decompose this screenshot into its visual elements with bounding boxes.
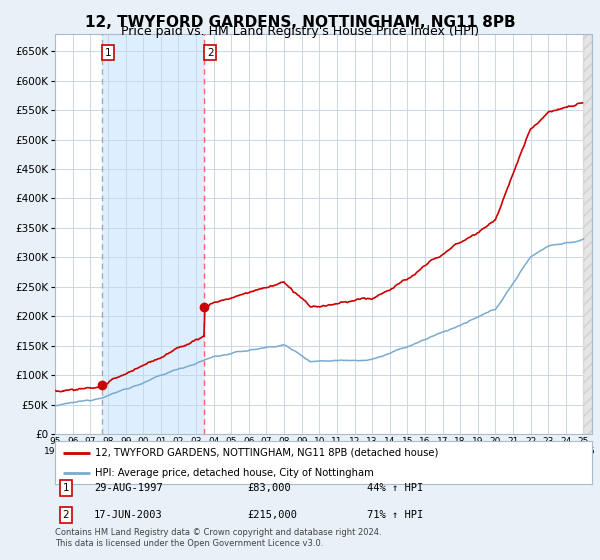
Text: 29-AUG-1997: 29-AUG-1997 xyxy=(94,483,163,493)
Text: 1: 1 xyxy=(62,483,70,493)
Text: HPI: Average price, detached house, City of Nottingham: HPI: Average price, detached house, City… xyxy=(95,468,374,478)
Bar xyxy=(583,34,592,434)
Text: 2: 2 xyxy=(62,510,70,520)
Text: 1: 1 xyxy=(104,48,111,58)
Text: Price paid vs. HM Land Registry's House Price Index (HPI): Price paid vs. HM Land Registry's House … xyxy=(121,25,479,38)
Text: 12, TWYFORD GARDENS, NOTTINGHAM, NG11 8PB: 12, TWYFORD GARDENS, NOTTINGHAM, NG11 8P… xyxy=(85,15,515,30)
Text: £83,000: £83,000 xyxy=(247,483,291,493)
Text: 2: 2 xyxy=(207,48,214,58)
Text: 44% ↑ HPI: 44% ↑ HPI xyxy=(367,483,424,493)
Text: 71% ↑ HPI: 71% ↑ HPI xyxy=(367,510,424,520)
Bar xyxy=(583,34,592,434)
Bar xyxy=(102,34,204,434)
Text: 17-JUN-2003: 17-JUN-2003 xyxy=(94,510,163,520)
Text: 12, TWYFORD GARDENS, NOTTINGHAM, NG11 8PB (detached house): 12, TWYFORD GARDENS, NOTTINGHAM, NG11 8P… xyxy=(95,447,439,458)
Text: Contains HM Land Registry data © Crown copyright and database right 2024.
This d: Contains HM Land Registry data © Crown c… xyxy=(55,528,382,548)
Text: £215,000: £215,000 xyxy=(247,510,297,520)
